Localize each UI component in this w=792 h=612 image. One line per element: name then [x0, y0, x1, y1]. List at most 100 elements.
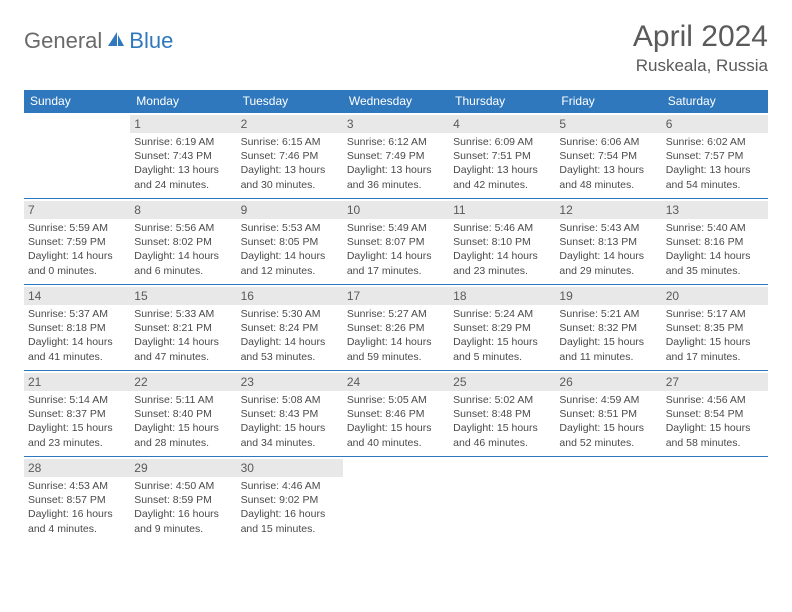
sunset-line: Sunset: 7:57 PM: [666, 149, 764, 163]
daylight-line-1: Daylight: 13 hours: [666, 163, 764, 177]
daylight-line-2: and 6 minutes.: [134, 264, 232, 278]
day-number: 12: [555, 201, 661, 219]
daylight-line-2: and 52 minutes.: [559, 436, 657, 450]
daylight-line-2: and 5 minutes.: [453, 350, 551, 364]
day-number: 13: [662, 201, 768, 219]
day-number: 28: [24, 459, 130, 477]
sunset-line: Sunset: 7:59 PM: [28, 235, 126, 249]
sunset-line: Sunset: 7:46 PM: [241, 149, 339, 163]
calendar-cell: [449, 456, 555, 542]
daylight-line-1: Daylight: 14 hours: [453, 249, 551, 263]
sunset-line: Sunset: 8:05 PM: [241, 235, 339, 249]
sunrise-line: Sunrise: 5:43 AM: [559, 221, 657, 235]
calendar-cell: 1Sunrise: 6:19 AMSunset: 7:43 PMDaylight…: [130, 112, 236, 198]
daylight-line-2: and 29 minutes.: [559, 264, 657, 278]
sunrise-line: Sunrise: 6:19 AM: [134, 135, 232, 149]
sunset-line: Sunset: 8:29 PM: [453, 321, 551, 335]
sunset-line: Sunset: 7:49 PM: [347, 149, 445, 163]
calendar-cell: [555, 456, 661, 542]
sunset-line: Sunset: 8:02 PM: [134, 235, 232, 249]
day-number: 24: [343, 373, 449, 391]
sunset-line: Sunset: 8:21 PM: [134, 321, 232, 335]
daylight-line-2: and 15 minutes.: [241, 522, 339, 536]
sunrise-line: Sunrise: 5:46 AM: [453, 221, 551, 235]
calendar-cell: 23Sunrise: 5:08 AMSunset: 8:43 PMDayligh…: [237, 370, 343, 456]
day-number: 22: [130, 373, 236, 391]
logo-text-general: General: [24, 28, 102, 54]
sunrise-line: Sunrise: 5:33 AM: [134, 307, 232, 321]
sunrise-line: Sunrise: 4:59 AM: [559, 393, 657, 407]
daylight-line-2: and 9 minutes.: [134, 522, 232, 536]
calendar-cell: 6Sunrise: 6:02 AMSunset: 7:57 PMDaylight…: [662, 112, 768, 198]
sunset-line: Sunset: 8:24 PM: [241, 321, 339, 335]
sunset-line: Sunset: 8:16 PM: [666, 235, 764, 249]
sunset-line: Sunset: 7:54 PM: [559, 149, 657, 163]
daylight-line-2: and 23 minutes.: [453, 264, 551, 278]
day-number: 26: [555, 373, 661, 391]
day-of-week-header: Thursday: [449, 90, 555, 112]
day-number: 29: [130, 459, 236, 477]
calendar-cell: 14Sunrise: 5:37 AMSunset: 8:18 PMDayligh…: [24, 284, 130, 370]
calendar-cell: 24Sunrise: 5:05 AMSunset: 8:46 PMDayligh…: [343, 370, 449, 456]
sunrise-line: Sunrise: 5:14 AM: [28, 393, 126, 407]
sunrise-line: Sunrise: 6:09 AM: [453, 135, 551, 149]
daylight-line-1: Daylight: 15 hours: [28, 421, 126, 435]
header: General Blue April 2024 Ruskeala, Russia: [24, 20, 768, 76]
calendar-cell: 10Sunrise: 5:49 AMSunset: 8:07 PMDayligh…: [343, 198, 449, 284]
calendar-cell: 29Sunrise: 4:50 AMSunset: 8:59 PMDayligh…: [130, 456, 236, 542]
sunrise-line: Sunrise: 4:53 AM: [28, 479, 126, 493]
title-block: April 2024 Ruskeala, Russia: [633, 20, 768, 76]
calendar-cell: [662, 456, 768, 542]
daylight-line-2: and 41 minutes.: [28, 350, 126, 364]
sunset-line: Sunset: 8:13 PM: [559, 235, 657, 249]
daylight-line-1: Daylight: 15 hours: [453, 335, 551, 349]
logo-sail-icon: [106, 30, 126, 53]
daylight-line-1: Daylight: 13 hours: [347, 163, 445, 177]
daylight-line-1: Daylight: 13 hours: [559, 163, 657, 177]
daylight-line-2: and 34 minutes.: [241, 436, 339, 450]
day-number: 1: [130, 115, 236, 133]
sunset-line: Sunset: 7:43 PM: [134, 149, 232, 163]
calendar-cell: 7Sunrise: 5:59 AMSunset: 7:59 PMDaylight…: [24, 198, 130, 284]
sunset-line: Sunset: 8:46 PM: [347, 407, 445, 421]
calendar-cell: 22Sunrise: 5:11 AMSunset: 8:40 PMDayligh…: [130, 370, 236, 456]
daylight-line-2: and 46 minutes.: [453, 436, 551, 450]
daylight-line-2: and 17 minutes.: [666, 350, 764, 364]
calendar-cell: 16Sunrise: 5:30 AMSunset: 8:24 PMDayligh…: [237, 284, 343, 370]
calendar-cell: 20Sunrise: 5:17 AMSunset: 8:35 PMDayligh…: [662, 284, 768, 370]
daylight-line-1: Daylight: 15 hours: [559, 335, 657, 349]
sunrise-line: Sunrise: 5:02 AM: [453, 393, 551, 407]
day-number: 15: [130, 287, 236, 305]
daylight-line-2: and 12 minutes.: [241, 264, 339, 278]
calendar-cell: 13Sunrise: 5:40 AMSunset: 8:16 PMDayligh…: [662, 198, 768, 284]
daylight-line-2: and 48 minutes.: [559, 178, 657, 192]
daylight-line-1: Daylight: 14 hours: [134, 335, 232, 349]
calendar-cell: 5Sunrise: 6:06 AMSunset: 7:54 PMDaylight…: [555, 112, 661, 198]
daylight-line-2: and 35 minutes.: [666, 264, 764, 278]
daylight-line-1: Daylight: 15 hours: [666, 335, 764, 349]
day-number: 4: [449, 115, 555, 133]
sunrise-line: Sunrise: 6:15 AM: [241, 135, 339, 149]
calendar-cell: 15 Sunrise: 5:33 AMSunset: 8:21 PMDayligh…: [130, 284, 236, 370]
daylight-line-1: Daylight: 15 hours: [453, 421, 551, 435]
sunrise-line: Sunrise: 6:12 AM: [347, 135, 445, 149]
sunrise-line: Sunrise: 5:56 AM: [134, 221, 232, 235]
daylight-line-1: Daylight: 14 hours: [241, 335, 339, 349]
sunset-line: Sunset: 8:57 PM: [28, 493, 126, 507]
day-number: 18: [449, 287, 555, 305]
daylight-line-2: and 23 minutes.: [28, 436, 126, 450]
sunrise-line: Sunrise: 5:11 AM: [134, 393, 232, 407]
day-number: 17: [343, 287, 449, 305]
daylight-line-1: Daylight: 13 hours: [453, 163, 551, 177]
daylight-line-1: Daylight: 16 hours: [28, 507, 126, 521]
calendar-cell: 9Sunrise: 5:53 AMSunset: 8:05 PMDaylight…: [237, 198, 343, 284]
sunset-line: Sunset: 8:43 PM: [241, 407, 339, 421]
sunset-line: Sunset: 8:07 PM: [347, 235, 445, 249]
daylight-line-1: Daylight: 16 hours: [134, 507, 232, 521]
sunset-line: Sunset: 9:02 PM: [241, 493, 339, 507]
calendar-cell: 17Sunrise: 5:27 AMSunset: 8:26 PMDayligh…: [343, 284, 449, 370]
daylight-line-1: Daylight: 15 hours: [134, 421, 232, 435]
sunset-line: Sunset: 7:51 PM: [453, 149, 551, 163]
calendar-cell: 30Sunrise: 4:46 AMSunset: 9:02 PMDayligh…: [237, 456, 343, 542]
sunset-line: Sunset: 8:18 PM: [28, 321, 126, 335]
